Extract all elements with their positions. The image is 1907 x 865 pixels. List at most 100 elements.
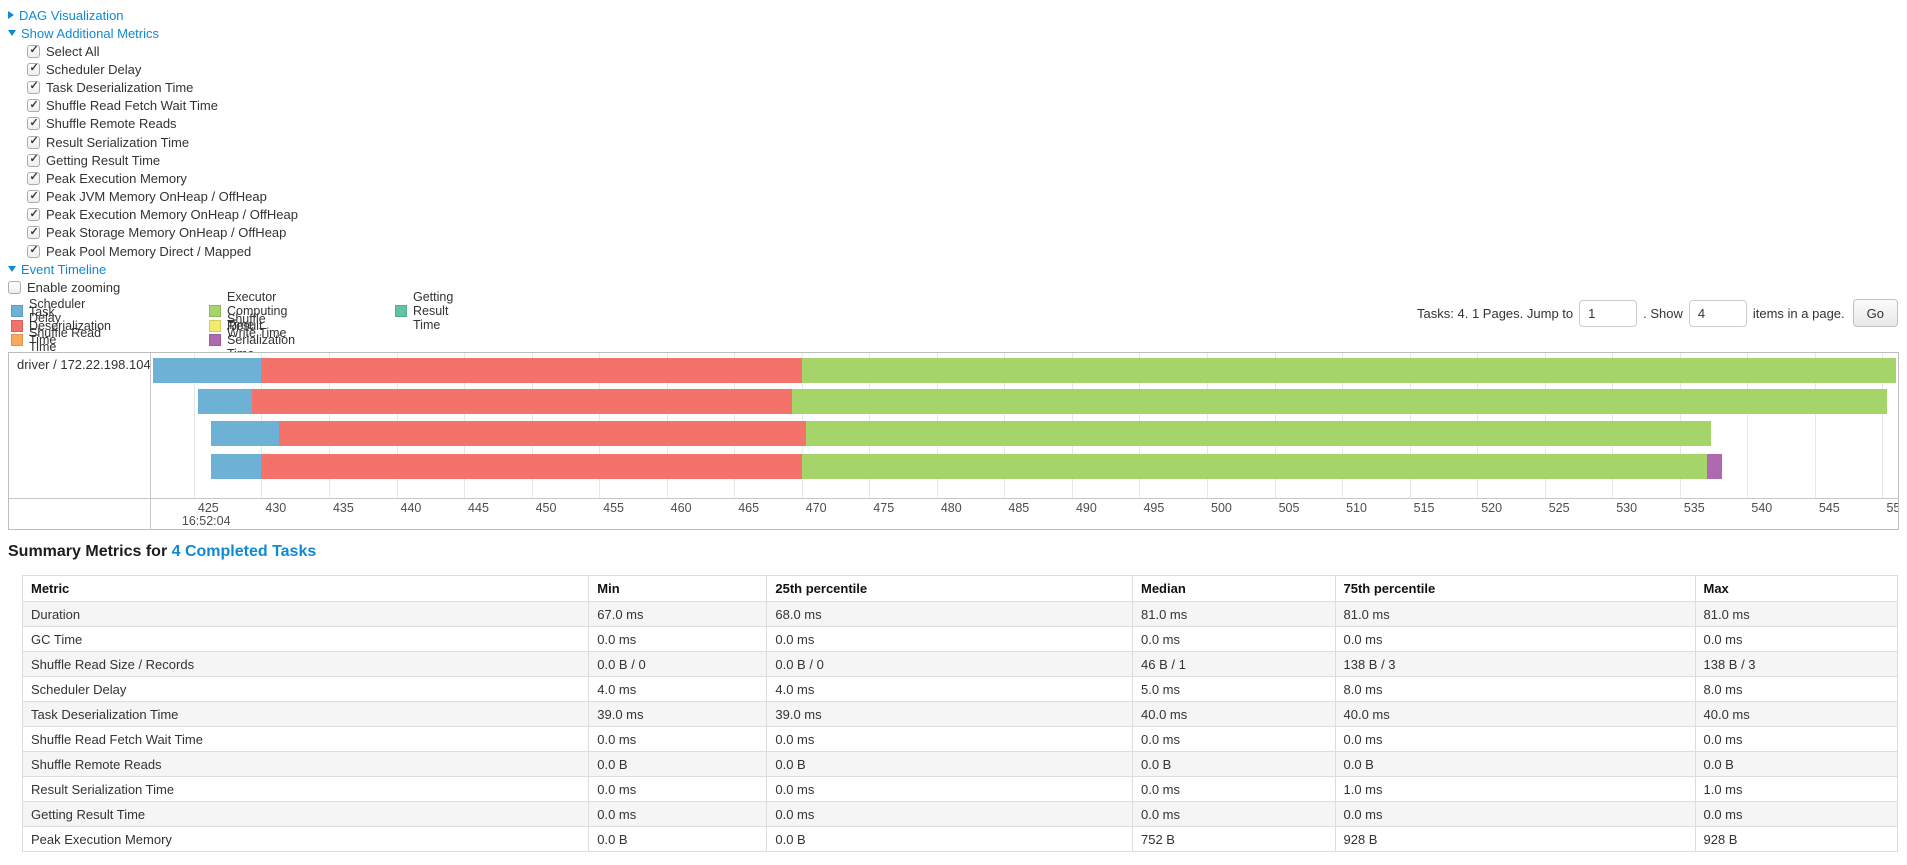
event-timeline-link[interactable]: Event Timeline (21, 261, 107, 277)
metric-checkbox[interactable] (27, 62, 40, 76)
axis-gridline (1814, 353, 1816, 498)
metric-checkbox-label: Peak Execution Memory (46, 170, 187, 186)
task-bar-segment[interactable] (211, 421, 279, 446)
table-cell: Shuffle Remote Reads (21, 751, 590, 777)
table-row: Task Deserialization Time 39.0 ms 39.0 ms 4… (21, 701, 1898, 727)
table-cell: 0.0 B (1334, 751, 1696, 777)
table-row: GC Time 0.0 ms 0.0 ms 0.0 ms 0.0 ms 0.0 ms (21, 626, 1898, 652)
dag-visualization-toggle[interactable]: DAG Visualization (8, 6, 298, 24)
table-row: Shuffle Read Fetch Wait Time 0.0 ms 0.0 ms… (21, 726, 1898, 752)
table-row: Peak Execution Memory 0.0 B 0.0 B 752 B 928 … (21, 826, 1898, 852)
event-timeline-toggle[interactable]: Event Timeline (8, 260, 298, 278)
metric-checkbox[interactable] (27, 44, 40, 58)
axis-tick-label: 465 (738, 501, 760, 515)
metric-checkbox[interactable] (27, 99, 40, 113)
table-cell: Duration (21, 601, 590, 627)
table-row: Shuffle Remote Reads 0.0 B 0.0 B 0.0 B 0.0 B… (21, 751, 1898, 777)
table-cell: 0.0 ms (766, 726, 1133, 752)
table-row: Getting Result Time 0.0 ms 0.0 ms 0.0 ms 0.0… (21, 801, 1898, 827)
metric-checkbox[interactable] (27, 117, 40, 131)
table-row: Shuffle Read Size / Records 0.0 B / 0 0.0 … (21, 651, 1898, 677)
table-cell: 4.0 ms (766, 676, 1133, 702)
axis-tick-label: 505 (1278, 501, 1300, 515)
legend-swatch-icon (395, 305, 407, 318)
metric-checkbox-label: Select All (46, 43, 100, 59)
task-bar-segment[interactable] (197, 389, 252, 414)
table-cell: 928 B (1334, 826, 1696, 852)
task-bar-segment[interactable] (153, 358, 262, 383)
stage-controls: DAG Visualization Show Additional Metric… (8, 6, 298, 296)
dag-visualization-link[interactable]: DAG Visualization (19, 7, 124, 23)
metric-checkbox[interactable] (27, 190, 40, 204)
axis-tick-label: 470 (805, 501, 827, 515)
summary-metrics-table-wrap: Metric Min 25th percentile Median 75th perce… (21, 575, 1898, 852)
legend-label: Executor Computing Time (227, 290, 288, 333)
table-cell: 40.0 ms (1334, 701, 1696, 727)
summary-metrics-table: Metric Min 25th percentile Median 75th perce… (21, 575, 1898, 852)
table-header-cell: Median (1132, 575, 1336, 602)
metric-checkbox[interactable] (27, 244, 40, 258)
table-cell: 138 B / 3 (1334, 651, 1696, 677)
legend-swatch-icon (209, 334, 221, 347)
metric-checkbox[interactable] (27, 80, 40, 94)
metric-checkbox-label: Peak Pool Memory Direct / Mapped (46, 243, 252, 259)
metric-checkbox[interactable] (27, 208, 40, 222)
metric-checkbox[interactable] (27, 171, 40, 185)
metric-checkbox-label: Shuffle Remote Reads (46, 116, 177, 132)
table-cell: 0.0 ms (1132, 801, 1336, 827)
task-bar-segment[interactable] (801, 358, 1896, 383)
go-button[interactable]: Go (1852, 299, 1898, 327)
table-cell: 0.0 ms (1694, 801, 1898, 827)
metric-checkbox-row: Peak Storage Memory OnHeap / OffHeap (8, 224, 298, 242)
axis-tick-label: 520 (1481, 501, 1503, 515)
table-cell: 4.0 ms (588, 676, 768, 702)
task-bar-segment[interactable] (211, 454, 262, 479)
legend-item: Executor Computing Time (209, 290, 295, 332)
axis-tick-label: 455 (603, 501, 624, 515)
table-header-cell: 75th percentile (1334, 575, 1696, 602)
task-bar-segment[interactable] (278, 421, 806, 446)
table-header-cell: Max (1694, 575, 1898, 602)
task-bar-segment[interactable] (801, 454, 1707, 479)
metric-checkbox-label: Scheduler Delay (46, 61, 142, 77)
axis-tick-label: 495 (1143, 501, 1165, 515)
show-additional-metrics-toggle[interactable]: Show Additional Metrics (8, 24, 298, 42)
metric-checkbox[interactable] (27, 153, 40, 167)
axis-tick-label: 540 (1751, 501, 1773, 515)
enable-zooming-row: Enable zooming (8, 278, 298, 296)
enable-zooming-label: Enable zooming (27, 279, 121, 295)
table-cell: 928 B (1694, 826, 1898, 852)
axis-tick-label: 510 (1346, 501, 1367, 515)
tasks-count-text: Tasks: 4. 1 Pages. Jump to (1417, 305, 1574, 321)
items-per-page-input[interactable] (1688, 299, 1747, 327)
task-bar-segment[interactable] (1706, 454, 1722, 479)
metric-checkbox-row: Getting Result Time (8, 151, 298, 169)
task-bar-segment[interactable] (251, 389, 793, 414)
table-cell: Result Serialization Time (21, 776, 590, 802)
axis-tick-label: 500 (1211, 501, 1232, 515)
enable-zooming-checkbox[interactable] (8, 280, 21, 294)
metric-checkbox-label: Getting Result Time (46, 152, 161, 168)
table-cell: 0.0 ms (1132, 726, 1336, 752)
task-bar-segment[interactable] (792, 389, 1887, 414)
jump-to-page-input[interactable] (1579, 299, 1638, 327)
show-additional-metrics-link[interactable]: Show Additional Metrics (21, 25, 160, 41)
legend-item: Getting Result Time (395, 290, 453, 332)
table-cell: 8.0 ms (1334, 676, 1696, 702)
metric-checkbox-label: Shuffle Read Fetch Wait Time (46, 98, 218, 114)
task-bar-segment[interactable] (261, 454, 802, 479)
task-bar-segment[interactable] (805, 421, 1711, 446)
metric-checkbox-label: Peak Execution Memory OnHeap / OffHeap (46, 207, 298, 223)
metric-checkbox[interactable] (27, 135, 40, 149)
table-cell: 40.0 ms (1132, 701, 1336, 727)
metric-checkbox[interactable] (27, 226, 40, 240)
timeline-x-axis: 425 16:52:04 430 435 440 445 450 455 460 465 470 47… (152, 499, 1898, 529)
legend-label: Shuffle Read Time (29, 326, 102, 355)
completed-tasks-link[interactable]: 4 Completed Tasks (171, 543, 317, 560)
task-bar-segment[interactable] (261, 358, 802, 383)
table-cell: 0.0 B / 0 (588, 651, 768, 677)
table-cell: 752 B (1132, 826, 1336, 852)
items-per-page-text: items in a page. (1752, 305, 1845, 321)
table-cell: 0.0 ms (1334, 626, 1696, 652)
table-cell: 0.0 ms (588, 776, 768, 802)
